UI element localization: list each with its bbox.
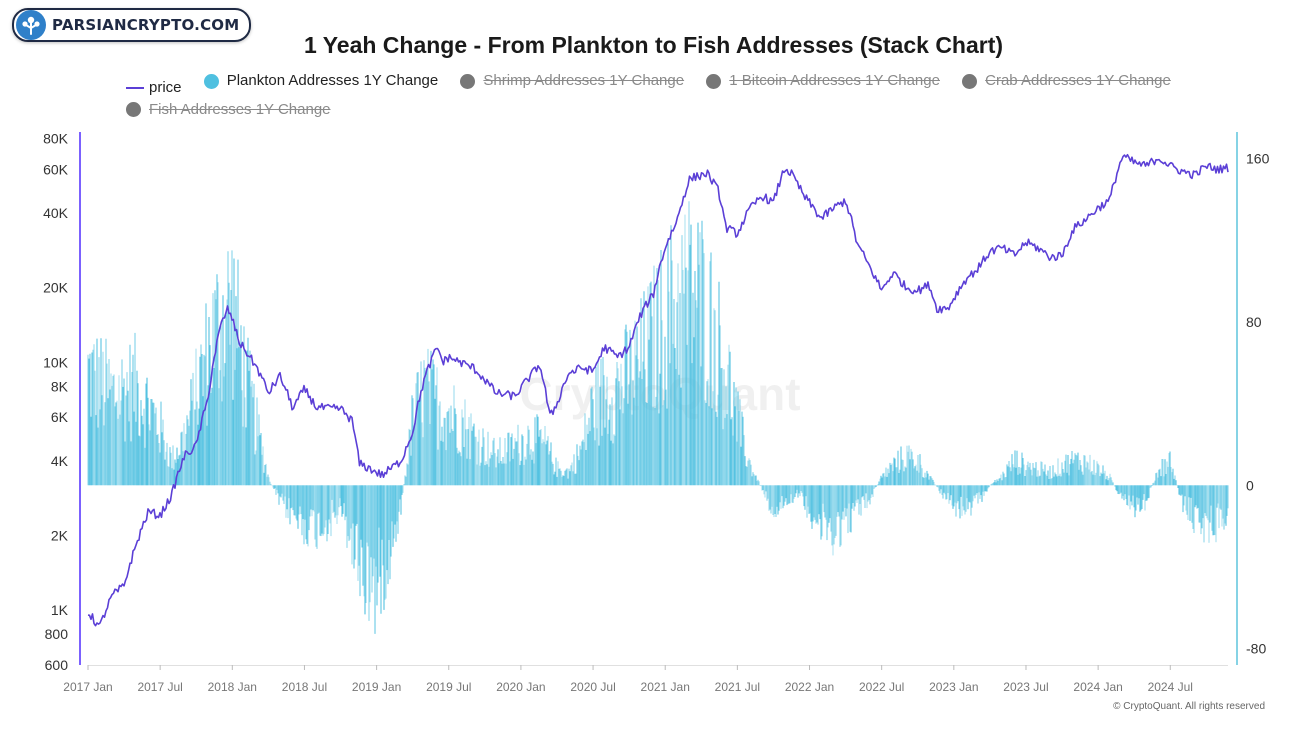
legend-item-fish[interactable]: Fish Addresses 1Y Change	[126, 99, 331, 121]
y-left-tick-label: 8K	[51, 378, 69, 394]
price-legend-marker	[126, 86, 144, 89]
x-tick-label: 2021 Jan	[641, 680, 690, 694]
tree-icon	[16, 10, 46, 40]
x-tick-label: 2017 Jul	[137, 680, 182, 694]
legend-label: price	[149, 78, 182, 96]
x-tick-label: 2024 Jan	[1073, 680, 1122, 694]
x-tick-label: 2022 Jul	[859, 680, 904, 694]
bitcoin-legend-marker	[706, 73, 722, 89]
y-left-tick-label: 800	[45, 626, 69, 642]
legend-item-shrimp[interactable]: Shrimp Addresses 1Y Change	[460, 70, 684, 92]
legend-label: Crab Addresses 1Y Change	[985, 72, 1171, 89]
legend-label: Fish Addresses 1Y Change	[149, 100, 331, 118]
legend-label: Plankton Addresses 1Y Change	[226, 72, 439, 89]
x-tick-label: 2021 Jul	[715, 680, 760, 694]
chart-title: 1 Yeah Change - From Plankton to Fish Ad…	[303, 32, 1004, 58]
y-left-tick-label: 6K	[51, 409, 69, 425]
x-tick-label: 2019 Jan	[352, 680, 401, 694]
y-left-tick-label: 1K	[51, 602, 69, 618]
copyright-credit: © CryptoQuant. All rights reserved	[1113, 701, 1265, 712]
x-tick-label: 2023 Jul	[1003, 680, 1048, 694]
x-tick-label: 2020 Jan	[496, 680, 545, 694]
legend-label: 1 Bitcoin Addresses 1Y Change	[729, 72, 940, 89]
x-tick-label: 2020 Jul	[570, 680, 615, 694]
x-tick-label: 2018 Jan	[208, 680, 257, 694]
legend-label: Shrimp Addresses 1Y Change	[483, 72, 685, 89]
badge-text: PARSIANCRYPTO.COM	[52, 16, 240, 34]
x-tick-label: 2024 Jul	[1148, 680, 1193, 694]
shrimp-legend-marker	[460, 73, 476, 89]
plankton-bars	[87, 201, 1229, 634]
legend-item-crab[interactable]: Crab Addresses 1Y Change	[962, 70, 1171, 92]
y-right-tick-label: 80	[1246, 314, 1262, 330]
legend-item-1-bitcoin[interactable]: 1 Bitcoin Addresses 1Y Change	[706, 70, 940, 92]
y-left-tick-label: 4K	[51, 453, 69, 469]
y-left-tick-label: 80K	[43, 131, 69, 147]
plankton-legend-marker	[203, 73, 219, 89]
axes: 2017 Jan 2017 Jul 2018 Jan 2018 Jul 2019 Jan…	[43, 131, 1269, 694]
legend-item-plankton[interactable]: Plankton Addresses 1Y Change	[203, 70, 439, 92]
x-tick-label: 2019 Jul	[426, 680, 471, 694]
y-left-tick-label: 40K	[43, 205, 69, 221]
price-line	[87, 153, 1229, 627]
x-tick-label: 2022 Jan	[785, 680, 834, 694]
y-left-tick-label: 600	[45, 657, 69, 673]
x-tick-label: 2023 Jan	[929, 680, 978, 694]
site-badge[interactable]: PARSIANCRYPTO.COM	[12, 8, 252, 42]
y-left-tick-label: 10K	[43, 354, 69, 370]
legend-item-price[interactable]: price	[126, 77, 182, 99]
y-right-tick-label: -80	[1246, 641, 1266, 657]
crab-legend-marker	[962, 73, 978, 89]
y-left-tick-label: 60K	[43, 161, 69, 177]
chart-legend: price Plankton Addresses 1Y Change Shrim…	[126, 70, 1226, 124]
y-right-tick-label: 0	[1246, 477, 1254, 493]
x-tick-label: 2017 Jan	[63, 680, 112, 694]
fish-legend-marker	[126, 102, 141, 117]
y-left-tick-label: 20K	[43, 280, 69, 296]
y-right-tick-label: 160	[1246, 151, 1270, 167]
x-tick-label: 2018 Jul	[282, 680, 327, 694]
y-left-tick-label: 2K	[51, 527, 69, 543]
